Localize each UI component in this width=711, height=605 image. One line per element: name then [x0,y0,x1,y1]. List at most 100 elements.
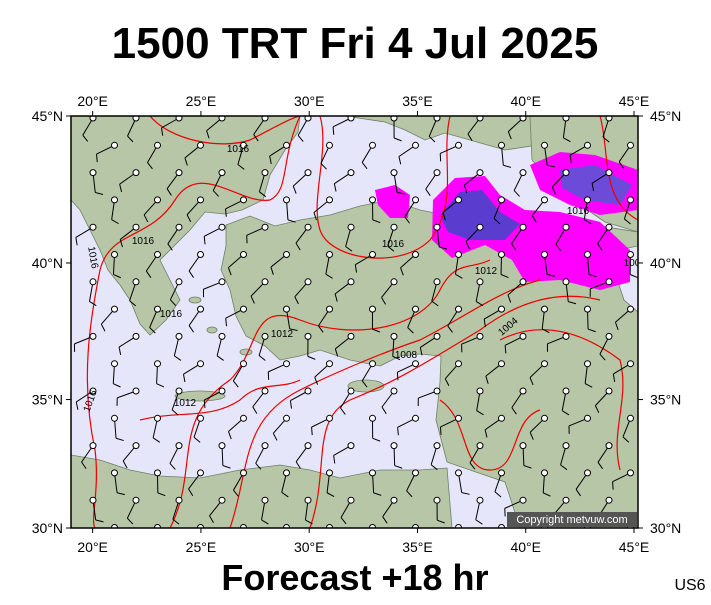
barb-station [327,361,333,367]
barb-station [348,279,354,285]
barb-staff [270,528,287,539]
barb-station [391,333,397,339]
barb-station [284,470,290,476]
barb-station [413,306,419,312]
barb-station [90,224,96,230]
barb-station [90,497,96,503]
barb-flag [333,127,334,135]
lon-tick-label: 30°E [294,93,325,109]
barb-station [520,497,526,503]
barb-station [176,497,182,503]
lon-tick-label: 40°E [510,539,541,555]
barb-flag [238,547,244,552]
barb-station [606,170,612,176]
contour-label: 1016 [227,144,250,155]
barb-station [434,388,440,394]
barb-station [542,197,548,203]
barb-staff [152,528,158,547]
barb-station [434,497,440,503]
barb-station [477,497,483,503]
barb-station [477,443,483,449]
barb-station [262,170,268,176]
barb-station [348,497,354,503]
forecast-label: Forecast +18 hr [221,557,488,598]
barb-station [606,388,612,394]
barb-station [499,306,505,312]
barb-station [413,142,419,148]
barb-station [176,443,182,449]
barb-station [628,306,634,312]
barb-station [112,142,118,148]
barb-station [262,279,268,285]
barb-staff [115,528,118,548]
barb-station [499,252,505,258]
contour-label: 1016 [567,206,590,217]
lat-tick-label: 40°N [32,255,63,271]
barb-station [563,443,569,449]
barb-station [176,224,182,230]
barb-station [456,197,462,203]
barb-station [219,443,225,449]
barb-station [499,415,505,421]
barb-station [456,470,462,476]
barb-station [262,497,268,503]
barb-flag [363,545,368,551]
barb-station [520,279,526,285]
barb-station [606,279,612,285]
barb-station [241,197,247,203]
barb-flag [152,547,158,552]
barb-station [90,170,96,176]
barb-station [434,333,440,339]
lon-tick-label: 25°E [186,539,217,555]
barb-station [456,361,462,367]
barb-station [628,415,634,421]
barb-station [241,470,247,476]
barb-staff [238,528,243,547]
barb-station [413,470,419,476]
barb-station [198,470,204,476]
lat-tick-label: 30°N [32,520,63,536]
barb-station [542,252,548,258]
lat-tick-label: 45°N [32,108,63,124]
barb-station [241,252,247,258]
barb-station [606,224,612,230]
code-label: US6 [674,577,705,594]
barb-station [155,415,161,421]
barb-station [348,224,354,230]
lon-tick-label: 45°E [619,93,650,109]
barb-station [628,197,634,203]
barb-station [327,415,333,421]
barb-station [542,306,548,312]
barb-flag [97,154,98,162]
lat-tick-label: 35°N [32,392,63,408]
barb-station [370,197,376,203]
barb-flag [440,427,441,435]
lat-tick-label: 35°N [650,392,681,408]
barb-station [391,497,397,503]
barb-station [413,415,419,421]
barb-station [585,470,591,476]
barb-station [241,306,247,312]
barb-station [563,388,569,394]
barb-station [370,306,376,312]
barb-station [112,361,118,367]
barb-station [133,333,139,339]
barb-station [284,415,290,421]
barb-station [499,470,505,476]
barb-staff [502,528,504,548]
barb-station [176,279,182,285]
barb-station [456,306,462,312]
barb-station [112,415,118,421]
lat-tick-label: 40°N [650,255,681,271]
barb-station [112,306,118,312]
barb-station [198,415,204,421]
barb-station [456,415,462,421]
barb-station [284,252,290,258]
barb-station [133,224,139,230]
barb-station [370,361,376,367]
contour-label: 1012 [475,266,498,277]
barb-station [542,470,548,476]
barb-station [284,361,290,367]
barb-station [262,333,268,339]
barb-station [305,497,311,503]
